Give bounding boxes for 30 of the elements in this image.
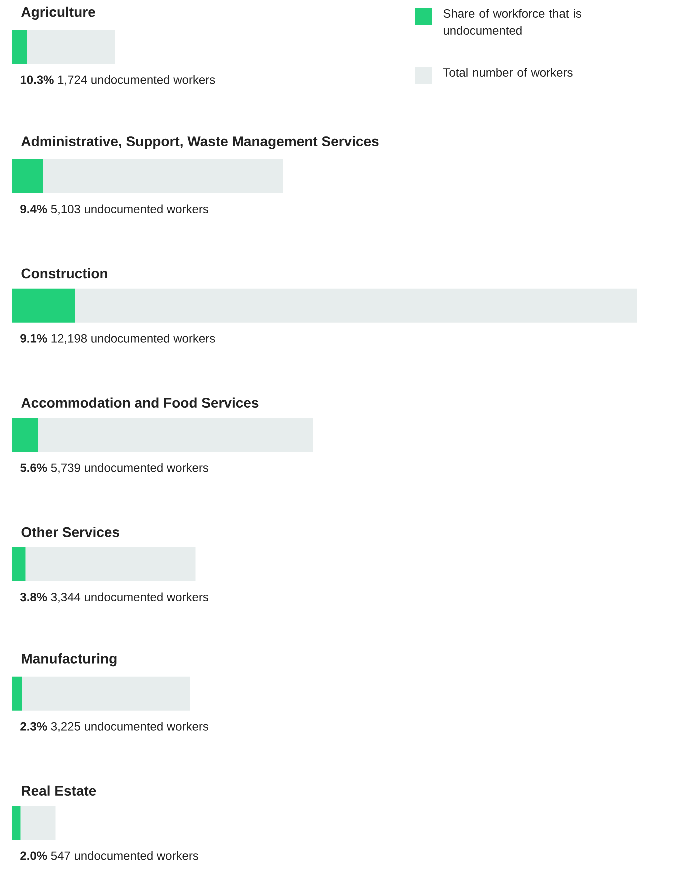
- legend-label: Total number of workers: [443, 68, 573, 77]
- y-tick-label: Construction: [22, 268, 108, 279]
- bar: [12, 288, 76, 323]
- bar: [12, 806, 21, 840]
- bar: [20, 806, 56, 840]
- bar: [22, 676, 190, 711]
- bar: [26, 548, 196, 582]
- bar: [12, 676, 22, 711]
- annotation: 10.3% 1,724 undocumented workers: [20, 75, 216, 86]
- bar: [27, 30, 116, 64]
- y-tick-label: Agriculture: [22, 6, 96, 20]
- legend-label: Share of workforce that is undocumented: [444, 9, 582, 35]
- bar: [12, 160, 44, 194]
- annotation: 9.1% 12,198 undocumented workers: [20, 334, 216, 344]
- annotation: 2.3% 3,225 undocumented workers: [20, 722, 209, 732]
- annotation: 5.6% 5,739 undocumented workers: [20, 463, 209, 474]
- y-tick-label: Real Estate: [22, 786, 96, 796]
- y-tick-label: Administrative, Support, Waste Management Services: [22, 136, 379, 150]
- y-tick-label: Other Services: [22, 527, 120, 538]
- bar: [12, 30, 27, 64]
- annotation: 3.8% 3,344 undocumented workers: [20, 592, 209, 603]
- bar: [12, 548, 26, 582]
- y-tick-label: Accommodation and Food Services: [22, 398, 259, 408]
- annotation: 2.0% 547 undocumented workers: [20, 851, 199, 860]
- bar: [75, 288, 638, 323]
- bar: [38, 418, 314, 452]
- annotation: 9.4% 5,103 undocumented workers: [20, 204, 209, 215]
- bar: [43, 160, 284, 194]
- y-tick-label: Manufacturing: [22, 654, 117, 667]
- bar: [12, 418, 38, 452]
